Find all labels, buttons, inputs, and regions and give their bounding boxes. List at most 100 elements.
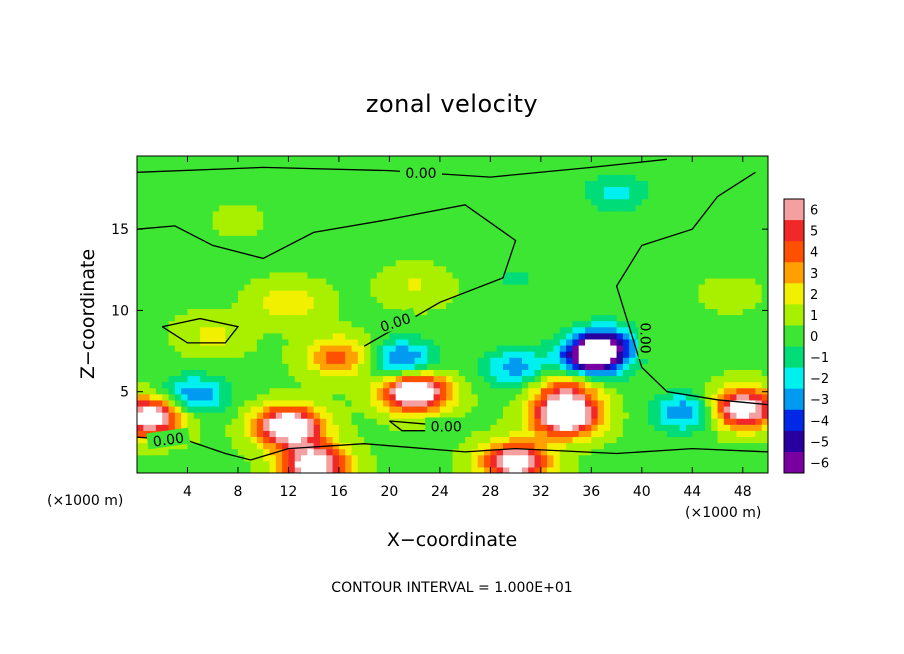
field-cell — [389, 430, 397, 438]
field-cell — [219, 363, 226, 370]
field-cell — [667, 296, 674, 303]
field-cell — [294, 387, 302, 395]
field-cell — [370, 344, 378, 352]
field-cell — [515, 247, 523, 255]
field-cell — [402, 180, 409, 188]
field-cell — [578, 290, 586, 297]
field-cell — [244, 186, 252, 194]
field-cell — [603, 332, 611, 340]
field-cell — [174, 192, 182, 200]
field-cell — [313, 198, 321, 206]
field-cell — [559, 156, 567, 163]
field-cell — [553, 186, 561, 194]
field-cell — [149, 424, 157, 431]
field-cell — [502, 393, 510, 401]
field-cell — [685, 381, 693, 389]
field-cell — [553, 375, 561, 383]
field-cell — [269, 229, 277, 236]
field-cell — [610, 466, 618, 473]
field-cell — [231, 290, 239, 297]
field-cell — [452, 296, 460, 303]
field-cell — [282, 326, 290, 334]
field-cell — [162, 156, 170, 163]
field-cell — [597, 198, 605, 206]
field-cell — [206, 180, 214, 188]
field-cell — [269, 180, 277, 188]
field-cell — [597, 235, 605, 242]
field-cell — [313, 357, 321, 364]
field-cell — [698, 430, 706, 438]
field-cell — [244, 198, 252, 206]
field-cell — [629, 302, 637, 310]
field-cell — [654, 186, 662, 194]
field-cell — [420, 314, 428, 322]
field-cell — [250, 302, 258, 310]
field-cell — [200, 381, 208, 389]
field-cell — [547, 223, 555, 230]
field-cell — [698, 204, 706, 212]
field-cell — [168, 387, 176, 395]
field-cell — [616, 412, 624, 419]
field-cell — [338, 229, 346, 236]
field-cell — [345, 204, 353, 212]
field-cell — [282, 344, 290, 352]
field-cell — [540, 247, 548, 255]
field-cell — [389, 460, 397, 468]
field-cell — [389, 229, 397, 236]
field-cell — [704, 314, 712, 322]
field-cell — [736, 430, 744, 438]
field-cell — [446, 466, 454, 473]
field-cell — [547, 290, 555, 297]
field-cell — [427, 381, 435, 389]
field-cell — [528, 186, 536, 194]
field-cell — [515, 174, 523, 181]
field-cell — [395, 296, 403, 303]
field-cell — [610, 223, 618, 230]
field-cell — [578, 351, 586, 358]
field-cell — [149, 357, 157, 364]
field-cell — [137, 271, 144, 279]
field-cell — [736, 284, 744, 291]
field-cell — [597, 174, 605, 181]
field-cell — [654, 448, 662, 456]
field-cell — [212, 296, 220, 303]
field-cell — [610, 253, 618, 261]
field-cell — [629, 284, 637, 291]
field-cell — [345, 308, 353, 316]
field-cell — [370, 284, 378, 291]
field-cell — [572, 229, 580, 236]
field-cell — [137, 247, 144, 255]
field-cell — [534, 253, 542, 261]
field-cell — [256, 442, 264, 450]
field-cell — [717, 363, 725, 370]
field-cell — [465, 430, 473, 438]
field-cell — [326, 271, 334, 279]
field-cell — [345, 393, 353, 401]
field-cell — [673, 412, 681, 419]
field-cell — [420, 247, 428, 255]
field-cell — [414, 338, 422, 346]
field-cell — [559, 387, 567, 395]
field-cell — [376, 357, 384, 364]
field-cell — [288, 326, 296, 334]
field-cell — [212, 247, 220, 255]
field-cell — [275, 180, 283, 188]
field-cell — [193, 186, 201, 194]
field-cell — [414, 229, 422, 236]
field-cell — [181, 302, 189, 310]
field-cell — [219, 247, 226, 255]
field-cell — [521, 253, 529, 261]
field-cell — [326, 174, 334, 181]
field-cell — [402, 241, 409, 249]
field-cell — [484, 308, 491, 316]
field-cell — [149, 351, 157, 358]
field-cell — [231, 174, 239, 181]
field-cell — [616, 338, 624, 346]
field-cell — [458, 399, 466, 407]
field-cell — [446, 436, 454, 444]
field-cell — [572, 424, 580, 431]
field-cell — [225, 186, 233, 194]
field-cell — [244, 216, 252, 224]
field-cell — [502, 271, 510, 279]
